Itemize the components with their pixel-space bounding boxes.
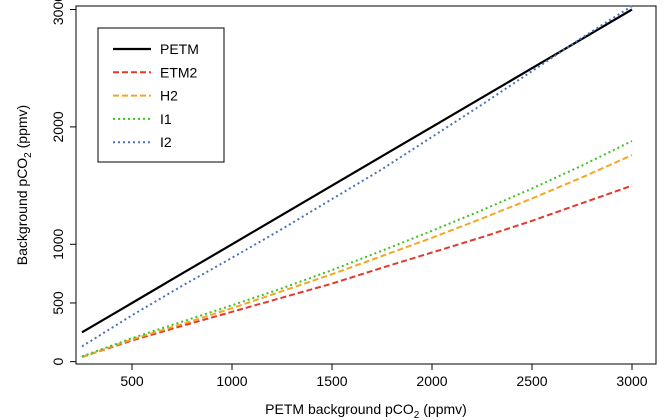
x-tick-label: 500 (120, 373, 144, 389)
y-tick-label: 1000 (50, 228, 66, 259)
series-line-petm (81, 8, 633, 334)
y-tick-label: 2000 (50, 111, 66, 142)
legend-label-etm2: ETM2 (160, 64, 198, 80)
x-tick-label: 3000 (616, 373, 647, 389)
x-tick-label: 2000 (416, 373, 447, 389)
y-axis-label: Background pCO2 (ppmv) (14, 105, 34, 265)
series-line-h2 (81, 154, 633, 358)
y-tick-label: 3000 (50, 0, 66, 25)
legend-label-h2: H2 (160, 88, 178, 104)
x-tick-label: 1000 (216, 373, 247, 389)
y-tick-label: 500 (50, 291, 66, 315)
x-tick-label: 1500 (316, 373, 347, 389)
x-axis-label: PETM background pCO2 (ppmv) (265, 401, 467, 420)
y-tick-label: 0 (50, 358, 66, 366)
series-line-i1 (81, 140, 633, 358)
legend-label-petm: PETM (160, 41, 199, 57)
x-axis-ticks: 500 1000 1500 2000 2500 3000 (120, 364, 648, 389)
y-axis-ticks: 0 500 1000 2000 3000 (50, 0, 76, 366)
series-line-etm2 (81, 184, 633, 358)
plot-frame (75, 5, 657, 365)
legend: PETM ETM2 H2 I1 I2 (97, 27, 225, 163)
legend-label-i2: I2 (160, 134, 172, 150)
x-tick-label: 2500 (516, 373, 547, 389)
legend-label-i1: I1 (160, 111, 172, 127)
series-lines (81, 5, 633, 358)
